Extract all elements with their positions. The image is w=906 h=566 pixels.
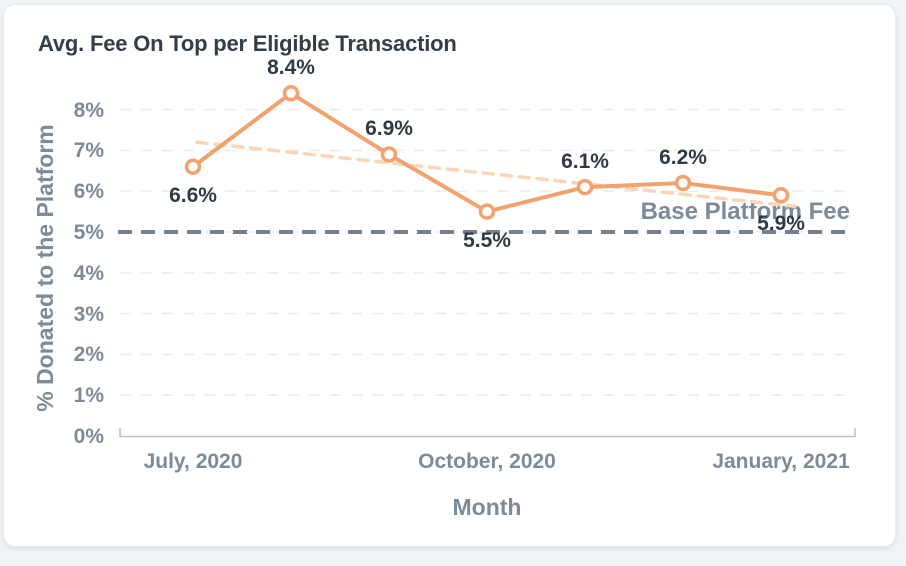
data-point-marker [184,158,202,175]
chart-title: Avg. Fee On Top per Eligible Transaction [38,31,457,56]
x-axis-line [119,428,856,438]
y-axis-title: % Donated to the Platform [32,124,58,412]
data-point-marker [772,187,790,204]
trendline [195,140,797,209]
data-point-marker [478,203,496,220]
chart-card [3,4,896,547]
series-line [191,91,783,214]
data-point-marker [674,174,692,192]
x-axis-title: Month [452,494,522,520]
data-point-marker [380,146,398,163]
data-point-marker [576,178,594,196]
baseline-label: Base Platform Fee [640,198,850,225]
data-point-marker [282,85,300,102]
